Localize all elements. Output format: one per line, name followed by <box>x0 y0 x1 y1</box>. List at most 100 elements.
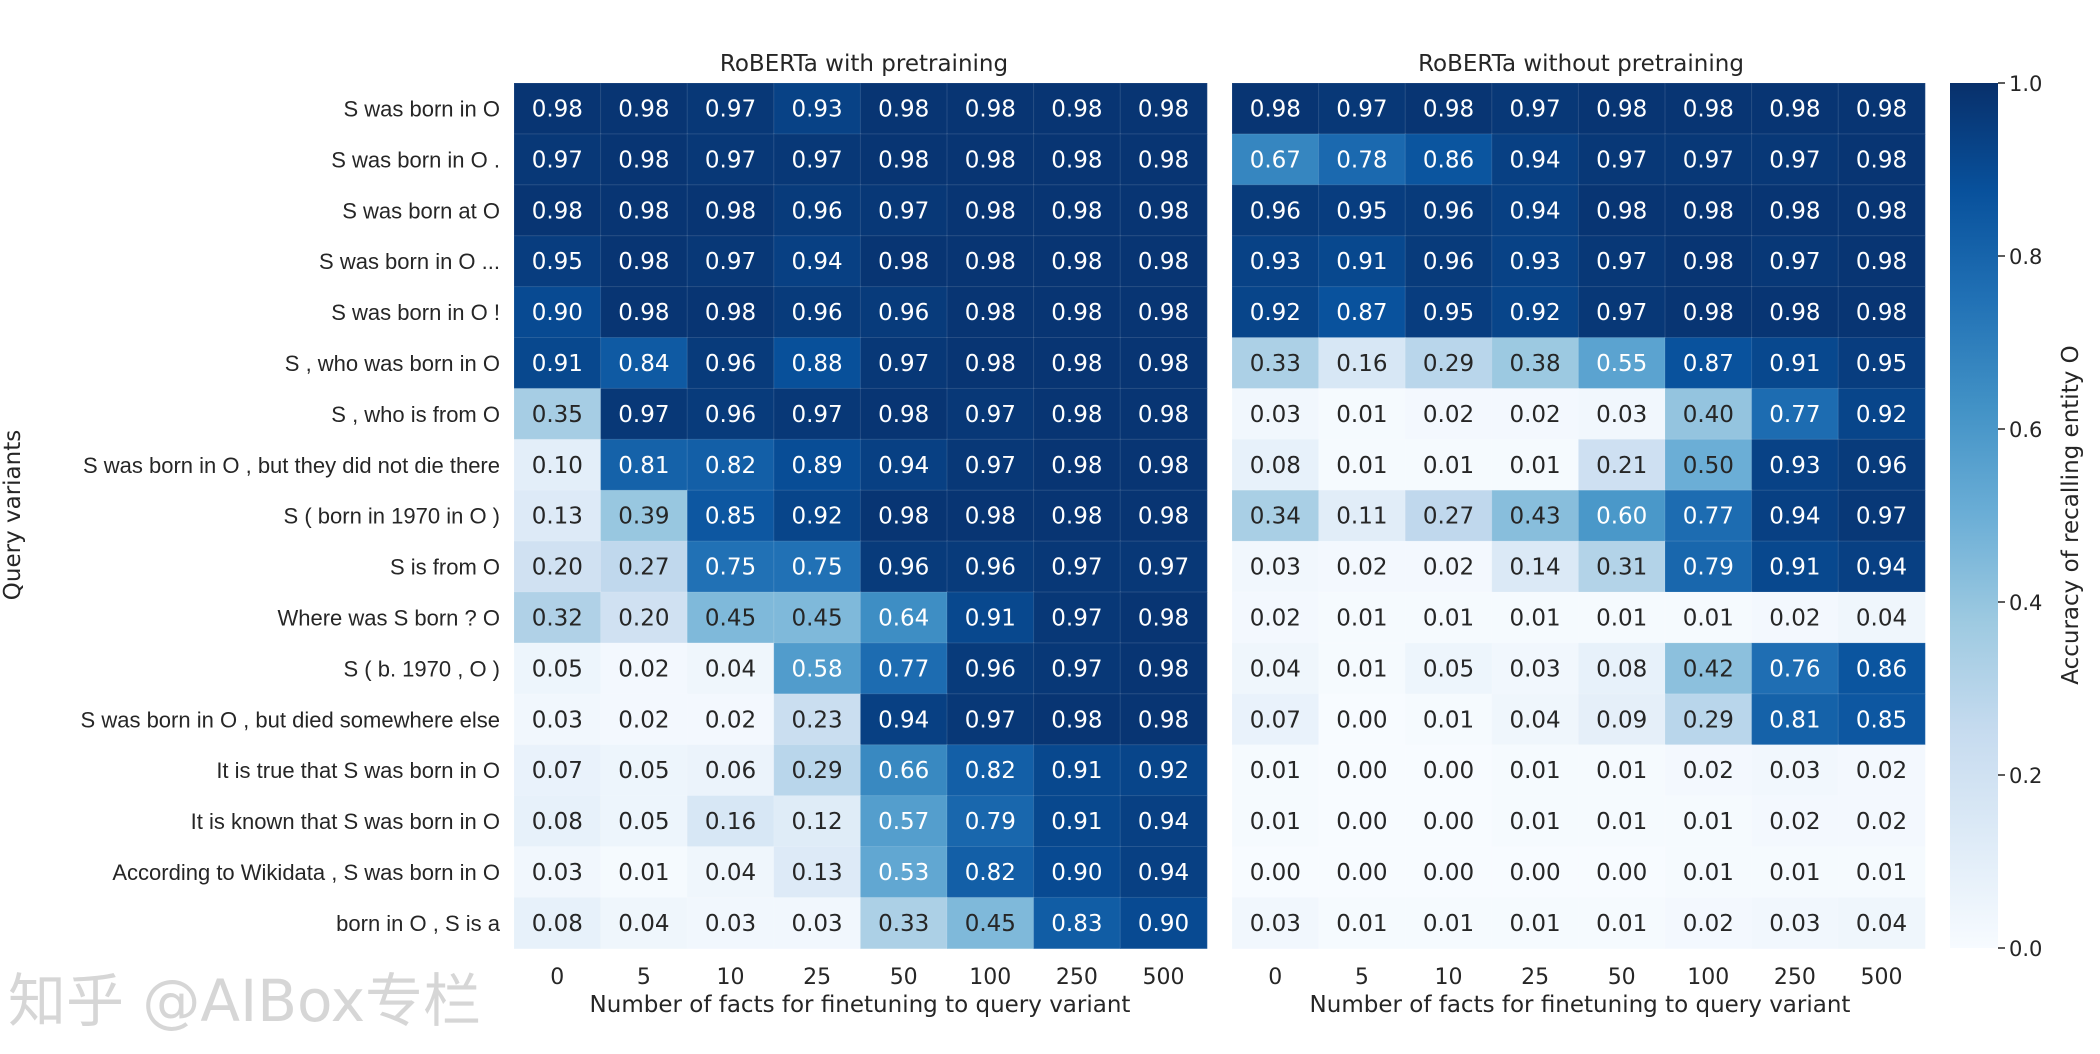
heatmap-cell <box>600 184 689 237</box>
cell-value-label: 0.98 <box>965 249 1016 275</box>
cell-value-label: 0.98 <box>1138 249 1189 275</box>
cell-value-label: 0.90 <box>532 300 583 326</box>
cell-value-label: 0.98 <box>1051 300 1102 326</box>
cell-value-label: 0.01 <box>1683 809 1734 835</box>
cell-value-label: 0.00 <box>1336 809 1387 835</box>
cell-value-label: 0.20 <box>532 555 583 581</box>
heatmap-cell <box>773 184 862 237</box>
cell-value-label: 0.87 <box>1336 300 1387 326</box>
cell-value-label: 0.98 <box>1138 351 1189 377</box>
cell-value-label: 0.29 <box>791 758 842 784</box>
heatmap-cell <box>1318 184 1407 237</box>
cell-value-label: 0.00 <box>1509 860 1560 886</box>
cell-value-label: 0.97 <box>965 453 1016 479</box>
heatmap-cell <box>773 642 862 695</box>
heatmap-cell <box>1318 82 1407 135</box>
heatmap-cell <box>1491 693 1580 746</box>
y-tick-label: S was born in O , but they did not die t… <box>83 453 500 478</box>
cell-value-label: 0.38 <box>1509 351 1560 377</box>
heatmap-cell <box>600 540 689 593</box>
heatmap-cell <box>859 286 949 339</box>
y-tick-label: S was born in O ... <box>319 249 500 274</box>
cell-value-label: 0.01 <box>618 860 669 886</box>
cell-value-label: 0.98 <box>1683 249 1734 275</box>
cell-value-label: 0.01 <box>1509 911 1560 937</box>
x-tick-label: 0 <box>1268 965 1282 990</box>
cell-value-label: 0.98 <box>1856 198 1907 224</box>
x-tick-label: 500 <box>1143 965 1185 990</box>
colorbar-label: Accuracy of recalling entity O <box>2058 345 2084 684</box>
cell-value-label: 0.58 <box>791 656 842 682</box>
heatmap-cell <box>686 82 775 135</box>
cell-value-label: 0.97 <box>965 707 1016 733</box>
x-tick-label: 5 <box>637 965 651 990</box>
heatmap-cell <box>1404 235 1493 288</box>
heatmap-cell <box>1577 744 1667 797</box>
x-tick-label: 100 <box>1687 965 1729 990</box>
heatmap-cell <box>1837 82 1926 135</box>
y-tick-label: S ( b. 1970 , O ) <box>343 656 500 681</box>
cell-value-label: 0.96 <box>791 300 842 326</box>
heatmap-cell <box>1231 438 1320 492</box>
cell-value-label: 0.02 <box>1683 758 1734 784</box>
cell-value-label: 0.31 <box>1596 555 1647 581</box>
cell-value-label: 0.05 <box>532 656 583 682</box>
cell-value-label: 0.98 <box>532 198 583 224</box>
cell-value-label: 0.13 <box>791 860 842 886</box>
cell-value-label: 0.98 <box>532 96 583 122</box>
cell-value-label: 0.01 <box>1596 758 1647 784</box>
cell-value-label: 0.02 <box>1423 555 1474 581</box>
heatmap-cell <box>1837 184 1926 237</box>
heatmap-cell <box>1577 591 1667 644</box>
heatmap-cell <box>1404 133 1493 186</box>
heatmap-cell <box>600 591 689 644</box>
cell-value-label: 0.82 <box>965 758 1016 784</box>
cell-value-label: 0.08 <box>1596 656 1647 682</box>
cell-value-label: 0.02 <box>1250 605 1301 631</box>
heatmap-cell <box>946 896 1035 950</box>
heatmap-cell <box>1837 235 1926 288</box>
cell-value-label: 0.98 <box>1051 504 1102 530</box>
heatmap-cell <box>600 489 689 543</box>
heatmap-cell <box>1751 591 1840 644</box>
cell-value-label: 0.01 <box>1509 453 1560 479</box>
x-tick-label: 25 <box>1521 965 1549 990</box>
heatmap-cell <box>1231 133 1320 186</box>
cell-value-label: 0.01 <box>1596 605 1647 631</box>
cell-value-label: 0.60 <box>1596 504 1647 530</box>
y-tick-label: S was born in O , but died somewhere els… <box>81 707 500 732</box>
heatmap-cell <box>946 846 1035 899</box>
heatmap-cell <box>1033 642 1122 695</box>
heatmap-cell <box>1491 489 1580 543</box>
heatmap-cell <box>1318 591 1407 644</box>
heatmap-cell <box>1119 184 1208 237</box>
heatmap-cell <box>946 489 1035 543</box>
colorbar-tick-label: 0.8 <box>2009 245 2042 269</box>
heatmap-cell <box>946 642 1035 695</box>
cell-value-label: 0.90 <box>1138 911 1189 937</box>
heatmap-cell <box>1837 846 1926 899</box>
cell-value-label: 0.04 <box>705 860 756 886</box>
cell-value-label: 0.96 <box>705 351 756 377</box>
cell-value-label: 0.03 <box>1509 656 1560 682</box>
heatmap-cell <box>600 133 689 186</box>
cell-value-label: 0.79 <box>965 809 1016 835</box>
cell-value-label: 0.81 <box>1769 707 1820 733</box>
heatmap-cell <box>513 82 602 135</box>
x-tick-label: 25 <box>803 965 831 990</box>
heatmap-cell <box>513 235 602 288</box>
heatmap-cell <box>1577 642 1667 695</box>
heatmap-cell <box>686 337 775 390</box>
heatmap-cell <box>513 744 602 797</box>
cell-value-label: 0.98 <box>618 300 669 326</box>
heatmap-cell <box>1033 896 1122 950</box>
y-axis-label: Query variants <box>0 430 26 600</box>
heatmap-cell <box>1491 235 1580 288</box>
cell-value-label: 0.97 <box>791 402 842 428</box>
cell-value-label: 0.33 <box>1250 351 1301 377</box>
cell-value-label: 0.03 <box>532 707 583 733</box>
cell-value-label: 0.98 <box>1683 96 1734 122</box>
heatmap-cell <box>686 896 775 950</box>
heatmap-cell <box>946 337 1035 390</box>
cell-value-label: 0.04 <box>1856 605 1907 631</box>
